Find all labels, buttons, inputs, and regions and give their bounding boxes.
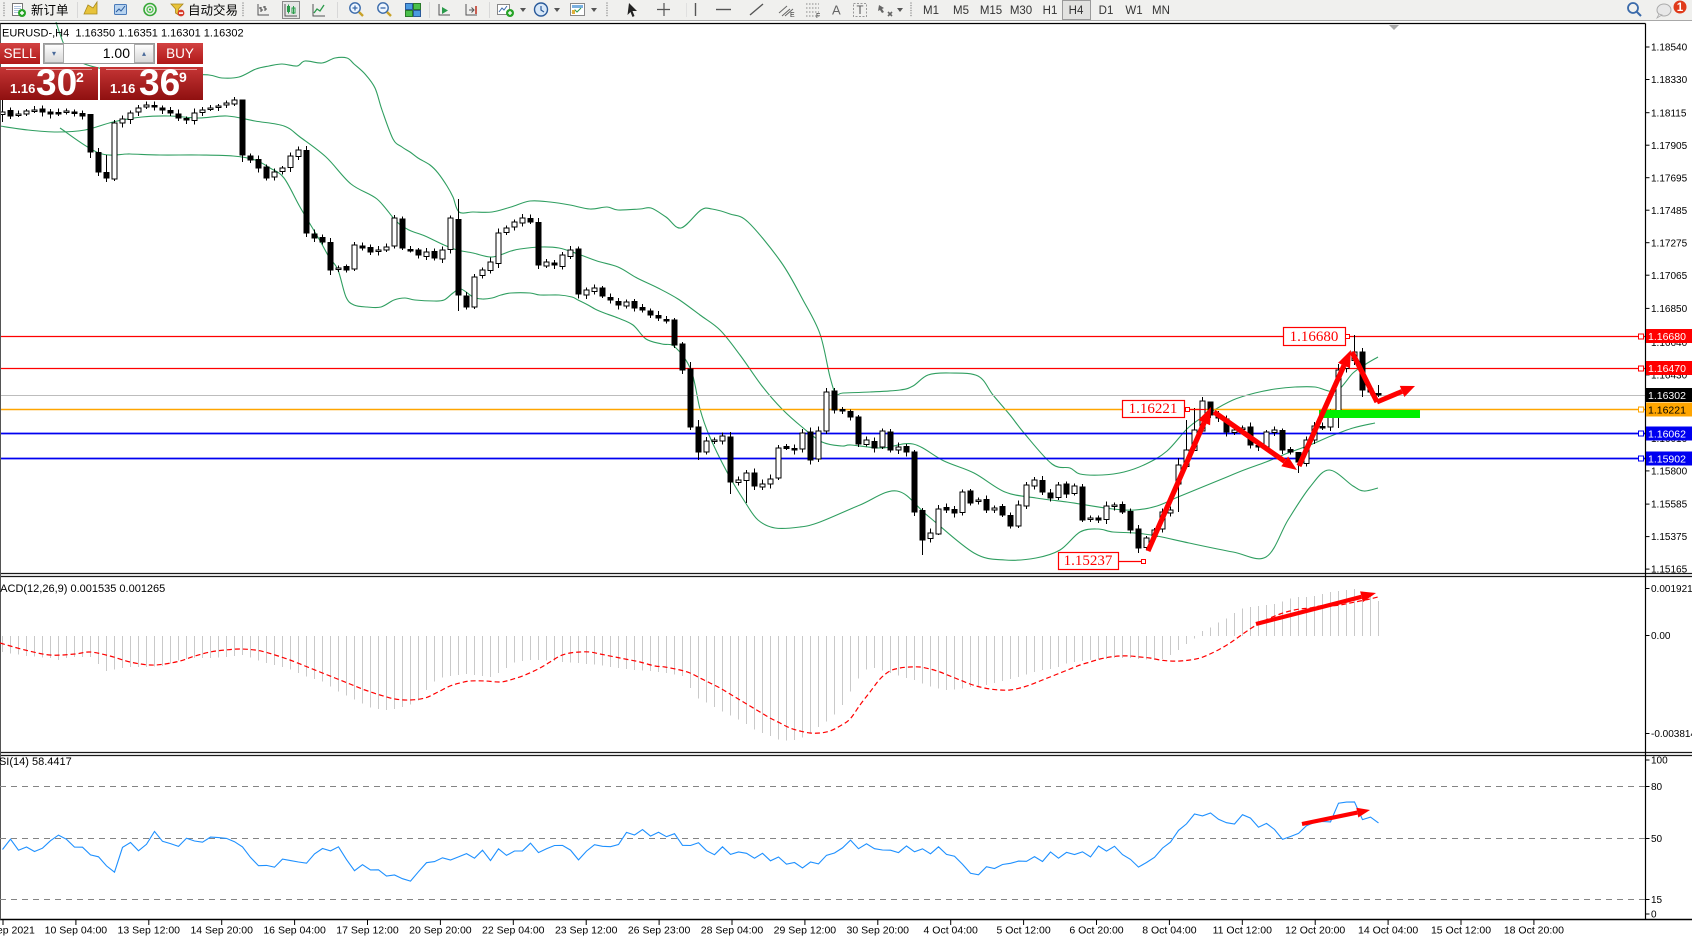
svg-text:16 Sep 04:00: 16 Sep 04:00 [263, 925, 326, 937]
svg-text:12 Oct 20:00: 12 Oct 20:00 [1285, 925, 1345, 937]
svg-text:1.18540: 1.18540 [1651, 43, 1688, 54]
svg-text:H4: H4 [1069, 5, 1084, 17]
svg-text:20 Sep 20:00: 20 Sep 20:00 [409, 925, 472, 937]
svg-text:22 Sep 04:00: 22 Sep 04:00 [482, 925, 545, 937]
svg-text:50: 50 [1651, 834, 1663, 845]
svg-text:1.16221: 1.16221 [1648, 404, 1686, 416]
svg-text:1.15902: 1.15902 [1648, 453, 1686, 465]
svg-text:1.18115: 1.18115 [1651, 108, 1687, 119]
svg-text:1.16470: 1.16470 [1648, 363, 1686, 375]
svg-text:80: 80 [1651, 782, 1663, 793]
svg-text:5 Oct 12:00: 5 Oct 12:00 [996, 925, 1050, 937]
svg-text:100: 100 [1651, 756, 1668, 767]
svg-text:30 Sep 20:00: 30 Sep 20:00 [847, 925, 910, 937]
svg-text:1.15375: 1.15375 [1651, 532, 1688, 543]
svg-text:T: T [857, 5, 864, 17]
svg-text:EURUSD-,H4 1.16350 1.16351 1.: EURUSD-,H4 1.16350 1.16351 1.16301 1.163… [2, 28, 244, 40]
svg-text:1.16221: 1.16221 [1129, 401, 1178, 417]
svg-text:29 Sep 12:00: 29 Sep 12:00 [774, 925, 837, 937]
svg-text:18 Oct 20:00: 18 Oct 20:00 [1504, 925, 1564, 937]
svg-text:1.16062: 1.16062 [1648, 428, 1686, 440]
svg-text:28 Sep 04:00: 28 Sep 04:00 [701, 925, 764, 937]
svg-text:H1: H1 [1043, 5, 1058, 17]
svg-text:W1: W1 [1125, 5, 1142, 17]
svg-text:1.17905: 1.17905 [1651, 141, 1688, 152]
svg-text:MN: MN [1152, 5, 1170, 17]
svg-text:自动交易: 自动交易 [188, 3, 238, 18]
svg-text:1.17485: 1.17485 [1651, 206, 1688, 217]
svg-text:M1: M1 [923, 5, 939, 17]
svg-text:15: 15 [1651, 895, 1663, 906]
svg-text:1.15165: 1.15165 [1651, 565, 1688, 576]
svg-text:15 Oct 12:00: 15 Oct 12:00 [1431, 925, 1491, 937]
svg-text:1: 1 [1677, 2, 1684, 14]
svg-text:E: E [790, 12, 795, 19]
svg-text:M30: M30 [1010, 5, 1032, 17]
svg-text:0.00: 0.00 [1651, 631, 1671, 642]
svg-text:1.18330: 1.18330 [1651, 75, 1688, 86]
svg-text:8 Sep 2021: 8 Sep 2021 [0, 925, 35, 937]
svg-text:1.16850: 1.16850 [1651, 304, 1688, 315]
svg-text:23 Sep 12:00: 23 Sep 12:00 [555, 925, 618, 937]
svg-text:14 Oct 04:00: 14 Oct 04:00 [1358, 925, 1418, 937]
svg-text:1.15237: 1.15237 [1064, 553, 1113, 569]
svg-text:11 Oct 12:00: 11 Oct 12:00 [1213, 925, 1273, 937]
svg-text:0: 0 [1651, 910, 1657, 921]
svg-text:4 Oct 04:00: 4 Oct 04:00 [924, 925, 978, 937]
svg-text:M5: M5 [953, 5, 969, 17]
svg-text:1.16302: 1.16302 [1648, 390, 1686, 402]
svg-text:0.001921: 0.001921 [1651, 584, 1692, 595]
svg-text:新订单: 新订单 [31, 3, 69, 18]
svg-text:8 Oct 04:00: 8 Oct 04:00 [1142, 925, 1196, 937]
svg-text:RSI(14) 58.4417: RSI(14) 58.4417 [0, 756, 72, 768]
svg-text:1.15585: 1.15585 [1651, 500, 1688, 511]
svg-text:1.17065: 1.17065 [1651, 271, 1688, 282]
svg-text:10 Sep 04:00: 10 Sep 04:00 [45, 925, 108, 937]
svg-text:6 Oct 20:00: 6 Oct 20:00 [1069, 925, 1123, 937]
svg-text:A: A [832, 3, 841, 18]
svg-text:1.17695: 1.17695 [1651, 173, 1688, 184]
svg-text:MACD(12,26,9) 0.001535 0.00126: MACD(12,26,9) 0.001535 0.001265 [0, 583, 165, 595]
svg-text:1.17275: 1.17275 [1651, 238, 1688, 249]
svg-text:14 Sep 20:00: 14 Sep 20:00 [190, 925, 253, 937]
svg-text:1.15800: 1.15800 [1651, 467, 1688, 478]
svg-text:1.16430: 1.16430 [1651, 371, 1688, 382]
svg-text:1.16640: 1.16640 [1651, 338, 1688, 349]
svg-text:1.16680: 1.16680 [1648, 331, 1686, 343]
svg-text:-0.003814: -0.003814 [1651, 729, 1692, 740]
svg-text:17 Sep 12:00: 17 Sep 12:00 [336, 925, 399, 937]
svg-text:M15: M15 [980, 5, 1002, 17]
svg-text:13 Sep 12:00: 13 Sep 12:00 [118, 925, 181, 937]
svg-text:1.16680: 1.16680 [1290, 329, 1339, 345]
svg-text:F: F [816, 13, 820, 20]
svg-text:D1: D1 [1099, 5, 1114, 17]
svg-text:26 Sep 23:00: 26 Sep 23:00 [628, 925, 691, 937]
